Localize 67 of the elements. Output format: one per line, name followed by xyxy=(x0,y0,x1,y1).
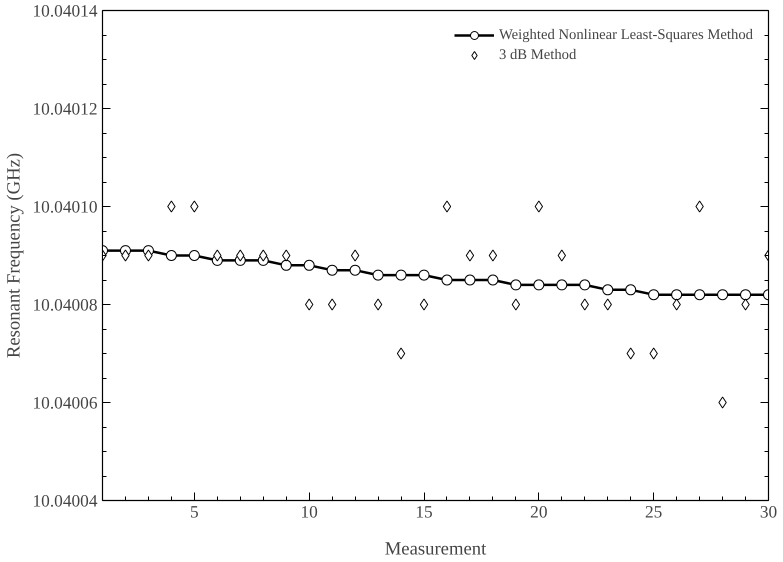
y-axis-title: Resonant Frequency (GHz) xyxy=(4,152,25,358)
point xyxy=(396,348,406,360)
point xyxy=(558,250,566,262)
point xyxy=(466,250,474,262)
point xyxy=(282,250,290,262)
x-tick-label: 5 xyxy=(190,502,199,522)
point xyxy=(695,200,704,212)
point xyxy=(167,200,176,212)
x-axis-title: Measurement xyxy=(384,538,488,560)
point xyxy=(487,274,498,286)
point xyxy=(579,279,590,290)
point xyxy=(534,200,544,212)
point xyxy=(512,298,520,310)
point xyxy=(441,274,452,286)
point xyxy=(741,298,750,310)
point xyxy=(718,396,727,408)
point xyxy=(488,250,498,262)
point xyxy=(604,298,612,310)
point xyxy=(280,260,292,271)
x-tick-label: 30 xyxy=(760,502,778,522)
point xyxy=(648,289,660,300)
y-tick-label: 10.04014 xyxy=(32,2,98,20)
point xyxy=(328,298,336,310)
point xyxy=(350,264,361,276)
point xyxy=(144,250,153,262)
point xyxy=(213,250,222,262)
x-tick-label: 10 xyxy=(300,502,318,522)
point xyxy=(442,200,452,212)
point xyxy=(121,250,130,262)
point xyxy=(533,279,544,290)
point xyxy=(671,289,682,300)
y-tick-label: 10.04010 xyxy=(32,198,98,216)
point xyxy=(717,289,728,300)
point xyxy=(602,284,614,296)
point xyxy=(190,200,199,212)
point xyxy=(650,348,658,360)
legend-label: 3 dB Method xyxy=(498,46,576,64)
point xyxy=(236,250,244,262)
point xyxy=(625,284,636,296)
point xyxy=(350,250,360,262)
y-tick-label: 10.04008 xyxy=(32,296,98,314)
point xyxy=(188,250,200,261)
point xyxy=(672,298,681,310)
point xyxy=(420,298,428,310)
x-tick-label: 20 xyxy=(530,502,548,522)
point xyxy=(626,348,635,360)
point xyxy=(259,250,268,262)
y-tick-label: 10.04004 xyxy=(32,492,98,510)
point xyxy=(556,279,568,290)
point xyxy=(304,260,315,271)
point xyxy=(580,298,589,310)
point xyxy=(464,274,476,286)
point xyxy=(305,298,314,310)
point xyxy=(418,270,430,281)
legend-label: Weighted Nonlinear Least-Squares Method xyxy=(498,26,753,44)
y-tick-label: 10.04012 xyxy=(32,100,98,118)
point xyxy=(326,264,338,276)
point xyxy=(374,298,382,310)
point xyxy=(740,289,752,300)
x-tick-label: 15 xyxy=(415,502,433,522)
x-tick-label: 25 xyxy=(645,502,662,522)
point xyxy=(372,270,384,281)
point xyxy=(510,279,522,290)
point xyxy=(694,289,706,300)
point xyxy=(166,250,177,261)
point xyxy=(396,270,407,281)
y-tick-label: 10.04006 xyxy=(32,394,98,412)
